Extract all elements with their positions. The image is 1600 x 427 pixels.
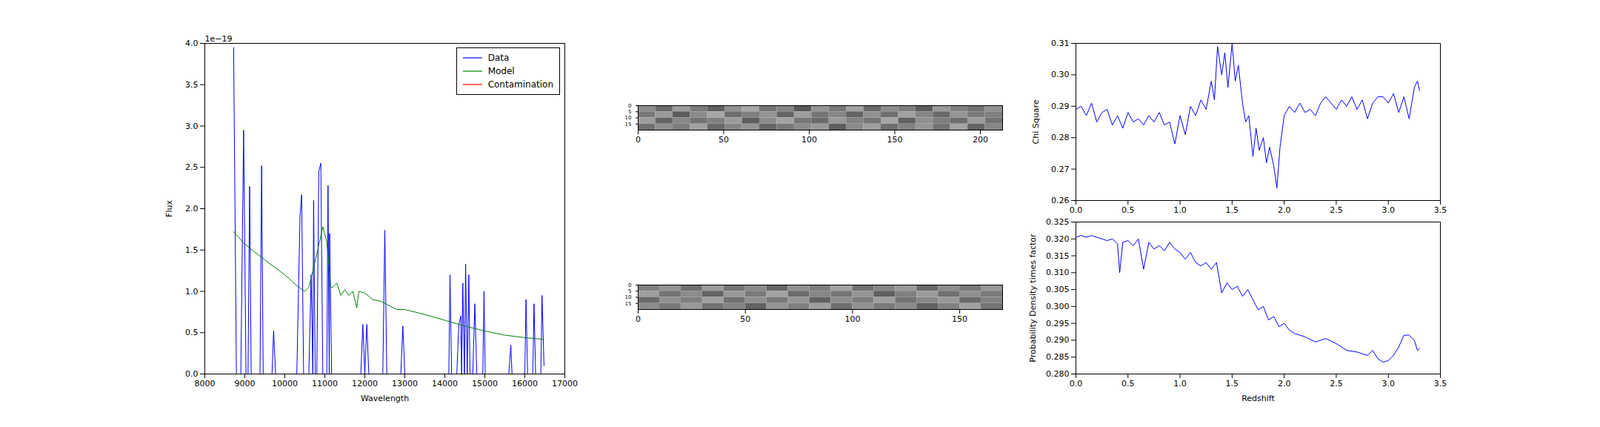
svg-text:12000: 12000 [351, 378, 378, 389]
svg-text:0.295: 0.295 [1045, 318, 1070, 329]
svg-text:15: 15 [625, 120, 632, 127]
svg-text:8000: 8000 [194, 378, 216, 389]
svg-text:0.320: 0.320 [1045, 234, 1070, 244]
html-text:Model: Model [487, 65, 515, 77]
svg-text:100: 100 [801, 134, 818, 145]
svg-text:10000: 10000 [271, 378, 298, 389]
svg-text:3.0: 3.0 [185, 121, 199, 132]
svg-text:3.0: 3.0 [1381, 378, 1395, 389]
svg-text:0.300: 0.300 [1045, 301, 1070, 312]
svg-text:14000: 14000 [431, 378, 458, 389]
svg-text:Chi Square: Chi Square [1031, 99, 1041, 144]
svg-text:50: 50 [740, 314, 751, 324]
svg-text:17000: 17000 [551, 378, 578, 389]
svg-text:0: 0 [635, 314, 641, 324]
svg-text:1.0: 1.0 [1173, 205, 1187, 216]
svg-text:0.29: 0.29 [1051, 101, 1070, 112]
svg-text:11000: 11000 [311, 378, 338, 389]
svg-text:0.305: 0.305 [1045, 284, 1070, 295]
svg-text:3.5: 3.5 [185, 80, 199, 90]
svg-text:5: 5 [628, 288, 632, 295]
svg-text:2.0: 2.0 [1277, 205, 1291, 216]
svg-text:0.310: 0.310 [1045, 267, 1070, 278]
svg-text:0.26: 0.26 [1051, 195, 1070, 206]
svg-text:Flux: Flux [164, 200, 175, 218]
svg-text:2.5: 2.5 [185, 162, 199, 172]
svg-text:0: 0 [628, 282, 632, 289]
svg-text:2.5: 2.5 [1329, 205, 1343, 216]
svg-text:4.0: 4.0 [185, 38, 199, 49]
svg-text:0: 0 [628, 102, 632, 109]
svg-text:150: 150 [886, 134, 903, 145]
svg-text:0.290: 0.290 [1045, 334, 1070, 345]
svg-text:Wavelength: Wavelength [360, 393, 409, 403]
svg-text:2.0: 2.0 [185, 203, 199, 214]
svg-text:1.5: 1.5 [1225, 205, 1239, 216]
svg-text:50: 50 [718, 134, 729, 145]
svg-text:0.5: 0.5 [1121, 378, 1135, 389]
html-text:Data: Data [487, 52, 510, 63]
svg-text:0.325: 0.325 [1045, 217, 1070, 227]
svg-text:0.27: 0.27 [1051, 164, 1070, 175]
svg-text:5: 5 [628, 108, 632, 115]
svg-text:1.5: 1.5 [1225, 378, 1240, 389]
svg-text:0.30: 0.30 [1051, 69, 1070, 80]
html-text:Contamination: Contamination [487, 79, 554, 90]
svg-text:3.5: 3.5 [1434, 378, 1448, 389]
svg-text:0.0: 0.0 [1069, 378, 1083, 389]
svg-text:2.5: 2.5 [1329, 378, 1343, 389]
svg-text:100: 100 [844, 314, 860, 324]
svg-text:9000: 9000 [234, 378, 256, 389]
svg-text:0.5: 0.5 [185, 327, 199, 338]
svg-text:2.0: 2.0 [1277, 378, 1292, 389]
svg-text:0.315: 0.315 [1045, 251, 1070, 261]
svg-text:15000: 15000 [471, 378, 498, 389]
svg-text:150: 150 [951, 314, 968, 324]
svg-text:13000: 13000 [391, 378, 418, 389]
svg-text:3.0: 3.0 [1381, 205, 1395, 216]
svg-text:Redshift: Redshift [1241, 393, 1275, 403]
svg-text:200: 200 [972, 134, 989, 145]
svg-text:10: 10 [625, 114, 632, 121]
svg-text:0.0: 0.0 [185, 368, 199, 379]
svg-text:15: 15 [625, 300, 632, 306]
svg-text:0.28: 0.28 [1051, 132, 1070, 143]
svg-text:1.0: 1.0 [185, 286, 199, 297]
svg-text:1.5: 1.5 [185, 245, 199, 255]
svg-text:0.280: 0.280 [1045, 368, 1070, 379]
svg-text:0: 0 [635, 134, 641, 145]
svg-text:1e−19: 1e−19 [205, 34, 233, 44]
svg-text:10: 10 [625, 294, 632, 300]
svg-text:1.0: 1.0 [1173, 378, 1187, 389]
svg-text:0.0: 0.0 [1069, 205, 1083, 216]
svg-text:0.31: 0.31 [1051, 38, 1070, 49]
svg-text:0.285: 0.285 [1045, 351, 1070, 362]
svg-text:3.5: 3.5 [1433, 205, 1447, 216]
svg-text:16000: 16000 [511, 378, 538, 389]
svg-text:0.5: 0.5 [1121, 205, 1135, 216]
svg-text:Probability Density times fact: Probability Density times factor [1028, 233, 1038, 363]
